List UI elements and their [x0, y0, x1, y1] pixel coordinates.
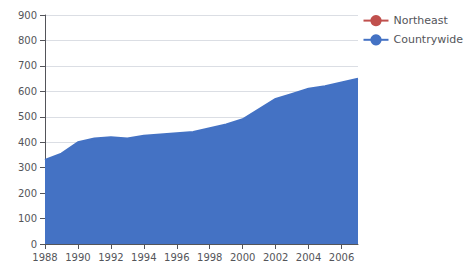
svg-text:600: 600: [18, 86, 37, 97]
svg-text:700: 700: [18, 60, 37, 71]
svg-text:2000: 2000: [230, 252, 255, 263]
svg-text:800: 800: [18, 35, 37, 46]
svg-text:300: 300: [18, 162, 37, 173]
svg-text:2002: 2002: [263, 252, 288, 263]
svg-text:Countrywide: Countrywide: [393, 33, 463, 46]
svg-text:900: 900: [18, 10, 37, 21]
svg-text:2004: 2004: [296, 252, 321, 263]
svg-text:0: 0: [31, 239, 37, 250]
svg-text:1996: 1996: [164, 252, 189, 263]
svg-text:1992: 1992: [98, 252, 123, 263]
svg-text:100: 100: [18, 213, 37, 224]
svg-text:1988: 1988: [32, 252, 57, 263]
svg-text:200: 200: [18, 188, 37, 199]
svg-text:500: 500: [18, 111, 37, 122]
svg-text:Northeast: Northeast: [393, 14, 448, 27]
svg-text:1998: 1998: [197, 252, 222, 263]
svg-text:1994: 1994: [131, 252, 156, 263]
svg-text:1990: 1990: [65, 252, 90, 263]
svg-text:2006: 2006: [329, 252, 354, 263]
svg-text:400: 400: [18, 137, 37, 148]
